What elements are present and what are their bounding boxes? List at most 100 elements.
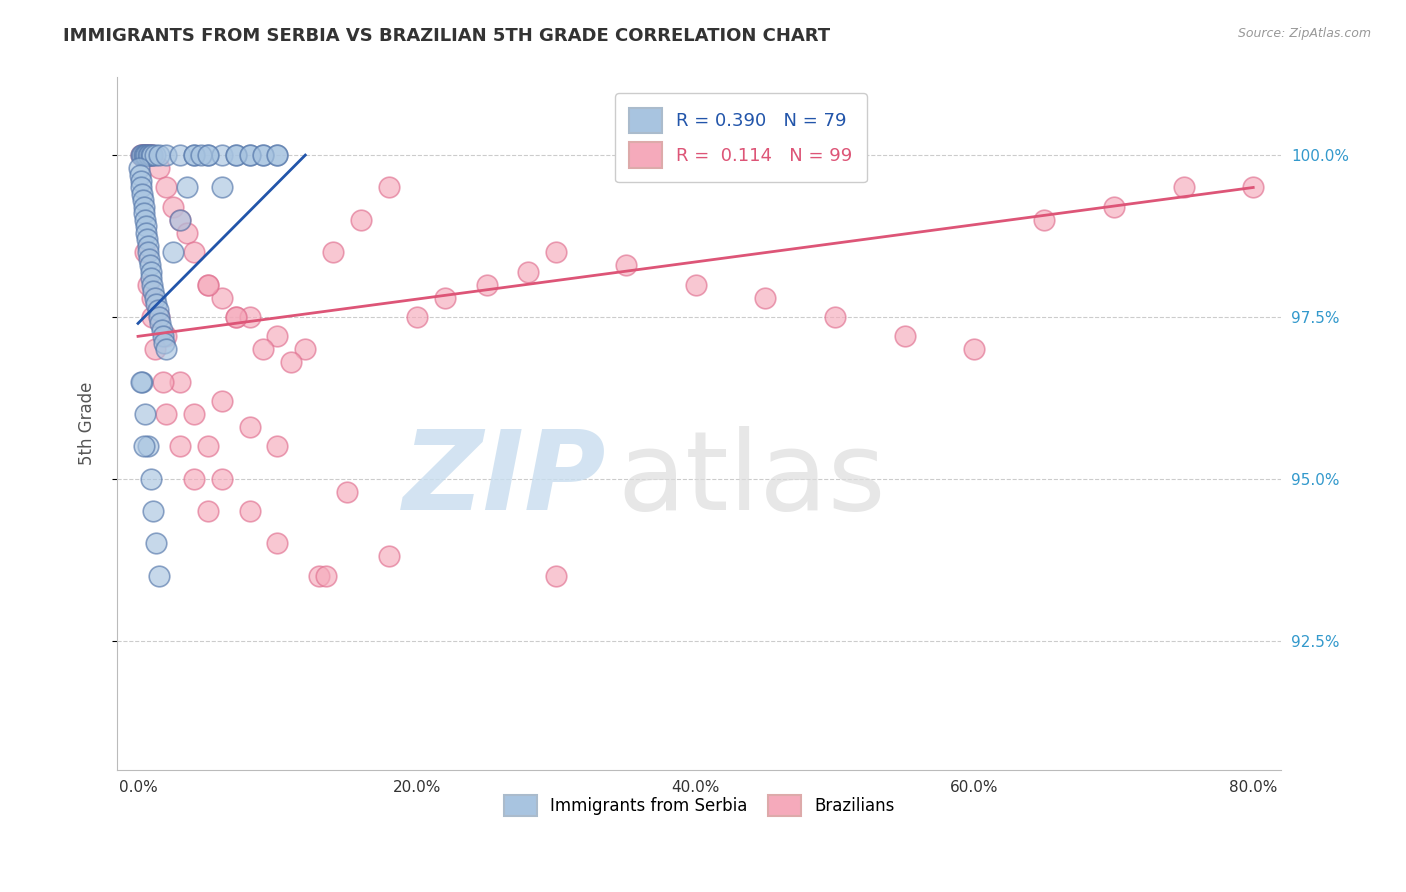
Point: [132, 194, 155, 208]
Point: [131, 148, 153, 162]
Point: [145, 297, 167, 311]
Point: [378, 180, 401, 194]
Point: [1241, 180, 1264, 194]
Point: [176, 180, 198, 194]
Point: [211, 148, 233, 162]
Point: [132, 148, 155, 162]
Point: [128, 161, 150, 175]
Point: [266, 439, 288, 453]
Point: [129, 375, 152, 389]
Point: [138, 245, 160, 260]
Text: Source: ZipAtlas.com: Source: ZipAtlas.com: [1237, 27, 1371, 40]
Point: [131, 375, 153, 389]
Point: [754, 291, 776, 305]
Point: [129, 148, 152, 162]
Point: [517, 265, 540, 279]
Point: [139, 148, 162, 162]
Point: [142, 284, 165, 298]
Point: [378, 549, 401, 564]
Point: [1173, 180, 1195, 194]
Point: [141, 148, 163, 162]
Point: [238, 420, 260, 434]
Point: [143, 343, 166, 357]
Point: [315, 569, 337, 583]
Point: [149, 317, 172, 331]
Point: [136, 232, 159, 246]
Point: [183, 407, 205, 421]
Point: [169, 439, 191, 453]
Point: [129, 148, 152, 162]
Point: [211, 291, 233, 305]
Point: [238, 310, 260, 324]
Point: [135, 148, 157, 162]
Point: [134, 245, 156, 260]
Point: [183, 472, 205, 486]
Point: [155, 329, 177, 343]
Point: [685, 277, 707, 292]
Point: [148, 310, 170, 324]
Point: [350, 212, 373, 227]
Point: [197, 148, 219, 162]
Text: IMMIGRANTS FROM SERBIA VS BRAZILIAN 5TH GRADE CORRELATION CHART: IMMIGRANTS FROM SERBIA VS BRAZILIAN 5TH …: [63, 27, 831, 45]
Point: [155, 407, 177, 421]
Point: [142, 504, 165, 518]
Point: [132, 439, 155, 453]
Point: [155, 343, 177, 357]
Point: [162, 245, 184, 260]
Point: [134, 206, 156, 220]
Point: [190, 148, 212, 162]
Point: [183, 148, 205, 162]
Point: [138, 148, 160, 162]
Point: [238, 504, 260, 518]
Point: [139, 258, 162, 272]
Point: [134, 212, 156, 227]
Point: [183, 245, 205, 260]
Point: [150, 323, 173, 337]
Point: [336, 484, 359, 499]
Point: [211, 472, 233, 486]
Point: [252, 343, 274, 357]
Point: [155, 180, 177, 194]
Y-axis label: 5th Grade: 5th Grade: [79, 382, 96, 466]
Point: [225, 310, 247, 324]
Point: [135, 219, 157, 234]
Point: [225, 148, 247, 162]
Point: [169, 212, 191, 227]
Point: [141, 310, 163, 324]
Point: [148, 569, 170, 583]
Point: [162, 200, 184, 214]
Point: [135, 148, 157, 162]
Point: [148, 310, 170, 324]
Point: [143, 148, 166, 162]
Legend: Immigrants from Serbia, Brazilians: Immigrants from Serbia, Brazilians: [495, 787, 903, 824]
Point: [197, 148, 219, 162]
Point: [148, 148, 170, 162]
Point: [176, 226, 198, 240]
Point: [138, 148, 160, 162]
Point: [169, 148, 191, 162]
Point: [963, 343, 986, 357]
Point: [1102, 200, 1125, 214]
Point: [131, 148, 153, 162]
Point: [546, 245, 568, 260]
Point: [131, 186, 153, 201]
Point: [136, 148, 159, 162]
Point: [614, 258, 637, 272]
Point: [141, 271, 163, 285]
Point: [238, 148, 260, 162]
Point: [475, 277, 498, 292]
Point: [132, 200, 155, 214]
Text: ZIP: ZIP: [402, 425, 606, 533]
Point: [322, 245, 344, 260]
Point: [1033, 212, 1056, 227]
Point: [197, 439, 219, 453]
Point: [824, 310, 846, 324]
Point: [211, 394, 233, 409]
Point: [136, 439, 159, 453]
Point: [141, 291, 163, 305]
Point: [131, 180, 153, 194]
Point: [197, 277, 219, 292]
Point: [148, 161, 170, 175]
Point: [238, 148, 260, 162]
Point: [169, 212, 191, 227]
